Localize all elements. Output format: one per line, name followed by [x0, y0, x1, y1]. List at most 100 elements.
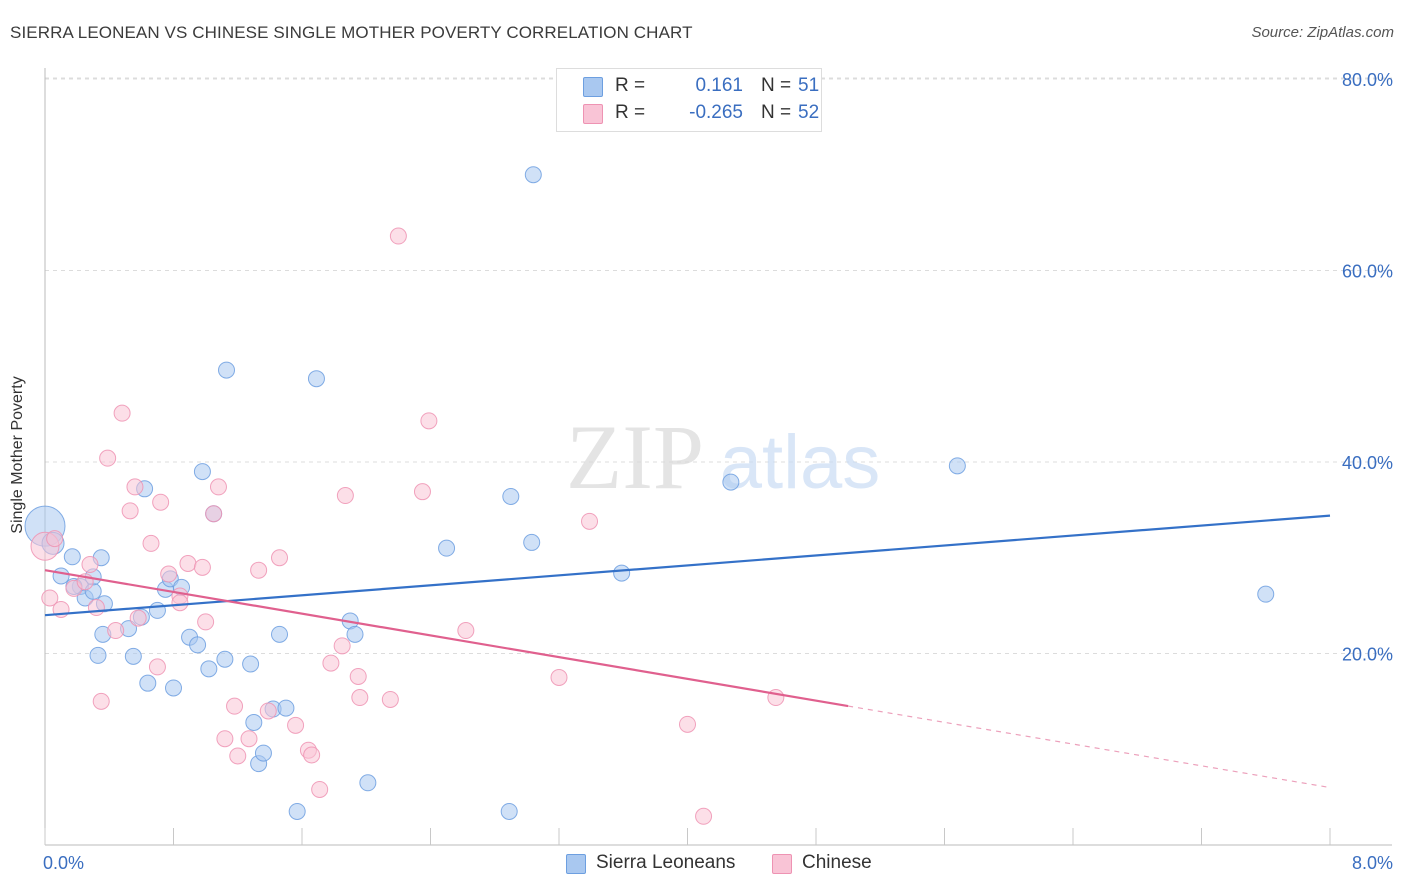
- point-sierra-leonean: [277, 699, 295, 717]
- trend-line-sierra-leoneans: [44, 514, 1331, 617]
- point-chinese: [197, 613, 215, 631]
- x-tick-label: 8.0%: [1352, 853, 1393, 873]
- point-chinese: [259, 702, 277, 720]
- y-tick-label: 20.0%: [1342, 645, 1393, 665]
- point-sierra-leonean: [216, 650, 234, 668]
- grid-lines: [45, 77, 1392, 654]
- legend-swatch-pink: [583, 104, 603, 124]
- point-sierra-leonean: [254, 744, 272, 762]
- point-chinese: [336, 487, 354, 505]
- point-chinese: [322, 654, 340, 672]
- point-chinese: [160, 565, 178, 583]
- point-chinese: [413, 483, 431, 501]
- point-chinese: [240, 730, 258, 748]
- point-sierra-leonean: [189, 636, 207, 654]
- point-chinese: [229, 747, 247, 765]
- legend-n-value: 51: [798, 75, 820, 96]
- point-sierra-leonean: [193, 463, 211, 481]
- bottom-legend-label: Sierra Leoneans: [596, 852, 736, 873]
- point-chinese: [193, 558, 211, 576]
- point-sierra-leonean: [52, 567, 70, 585]
- point-chinese: [250, 561, 268, 579]
- point-sierra-leonean: [346, 625, 364, 643]
- point-chinese: [142, 534, 160, 552]
- point-chinese: [92, 692, 110, 710]
- x-tick-label: 0.0%: [43, 853, 84, 873]
- point-sierra-leonean: [500, 802, 518, 820]
- trend-lines: [44, 514, 1331, 789]
- point-chinese: [107, 622, 125, 640]
- point-sierra-leonean: [523, 533, 541, 551]
- bottom-legend-label: Chinese: [802, 852, 872, 873]
- bottom-legend-swatch-blue: [566, 854, 586, 874]
- axes: [44, 68, 1392, 846]
- watermark-atlas: atlas: [720, 420, 881, 505]
- point-chinese: [171, 594, 189, 612]
- point-chinese: [303, 746, 321, 764]
- legend-n-value: 52: [798, 102, 820, 123]
- legend-n-label: N =: [761, 75, 792, 96]
- legend-r-value: -0.265: [689, 102, 743, 123]
- point-chinese: [41, 589, 59, 607]
- point-chinese: [389, 227, 407, 245]
- point-sierra-leonean: [124, 647, 142, 665]
- legend-r-label: R =: [615, 102, 646, 123]
- point-chinese: [113, 404, 131, 422]
- point-chinese: [550, 668, 568, 686]
- point-sierra-leonean: [288, 802, 306, 820]
- point-chinese: [679, 715, 696, 733]
- point-chinese: [420, 412, 438, 430]
- point-chinese: [349, 667, 367, 685]
- point-sierra-leonean: [242, 655, 260, 673]
- point-chinese: [216, 730, 234, 748]
- point-chinese: [333, 637, 351, 655]
- point-chinese: [148, 658, 166, 676]
- point-chinese: [457, 622, 475, 640]
- point-chinese: [99, 449, 117, 467]
- point-chinese: [126, 478, 144, 496]
- point-chinese: [695, 807, 713, 825]
- point-chinese: [87, 599, 105, 617]
- point-chinese: [81, 555, 99, 573]
- point-sierra-leonean: [89, 646, 107, 664]
- correlation-legend: R = 0.161 N = 51 R = -0.265 N = 52: [556, 68, 822, 132]
- point-chinese: [271, 549, 289, 567]
- point-sierra-leonean: [502, 487, 520, 505]
- point-sierra-leonean: [139, 674, 157, 692]
- legend-r-value: 0.161: [695, 75, 743, 96]
- point-sierra-leonean: [200, 660, 218, 678]
- y-tick-label: 40.0%: [1342, 453, 1393, 473]
- point-sierra-leonean: [165, 679, 182, 697]
- tick-labels: 20.0% 40.0% 60.0% 80.0% 0.0% 8.0%: [43, 70, 1393, 873]
- point-sierra-leonean: [1257, 585, 1275, 603]
- point-sierra-leonean: [359, 774, 377, 792]
- point-chinese: [226, 697, 244, 715]
- point-sierra-leonean: [722, 473, 740, 491]
- y-axis-label: Single Mother Poverty: [9, 376, 26, 534]
- point-sierra-leonean: [148, 601, 166, 619]
- point-chinese: [179, 554, 197, 572]
- watermark: ZIP atlas: [566, 406, 880, 508]
- point-sierra-leonean: [63, 548, 81, 566]
- legend-r-label: R =: [615, 75, 646, 96]
- bottom-legend-swatch-pink: [772, 854, 792, 874]
- y-tick-label: 60.0%: [1342, 262, 1393, 282]
- data-points: [24, 166, 1275, 825]
- point-sierra-leonean: [613, 564, 631, 582]
- point-chinese: [581, 512, 599, 530]
- legend-swatch-blue: [583, 77, 603, 97]
- point-sierra-leonean: [307, 370, 325, 388]
- point-chinese: [381, 690, 399, 708]
- trend-line-chinese-extension: [848, 705, 1331, 789]
- point-sierra-leonean: [948, 457, 966, 475]
- point-sierra-leonean: [524, 166, 542, 184]
- point-sierra-leonean: [245, 713, 263, 731]
- watermark-zip: ZIP: [566, 406, 704, 508]
- y-tick-label: 80.0%: [1342, 70, 1393, 90]
- source-label: Source: ZipAtlas.com: [1251, 24, 1394, 41]
- point-chinese: [287, 716, 305, 734]
- point-chinese: [152, 493, 170, 511]
- point-chinese: [129, 609, 147, 627]
- trend-line-chinese: [44, 569, 849, 708]
